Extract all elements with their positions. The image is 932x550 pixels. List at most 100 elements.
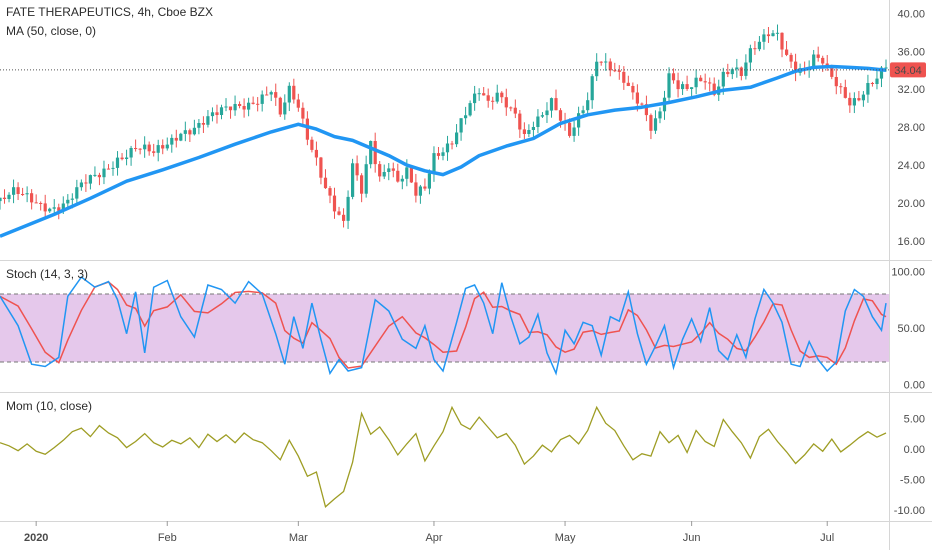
candle-body [287, 85, 291, 103]
candle-body [825, 63, 829, 66]
candle-body [445, 143, 450, 153]
time-tick-label: Mar [289, 532, 308, 544]
candle-body [369, 141, 373, 165]
candle-body [12, 187, 16, 195]
candle-body [812, 54, 816, 67]
candle-body [870, 83, 874, 84]
axis-tick-label: 50.00 [897, 323, 925, 335]
candle-body [482, 93, 486, 96]
candle-body [391, 168, 395, 171]
time-tick-label: Feb [158, 532, 177, 544]
momentum-axis: 5.00 0.00 -5.00 -10.00 [894, 413, 925, 517]
candle-body [834, 77, 838, 87]
candle-body [111, 167, 115, 169]
time-tick-label: Jul [820, 532, 834, 544]
candle-body [84, 182, 88, 184]
candle-body [170, 137, 174, 145]
candle-body [884, 67, 888, 69]
candle-body [215, 112, 219, 115]
candle-body [848, 97, 852, 106]
candle-body [775, 32, 780, 34]
candle-body [527, 130, 531, 134]
candle-body [219, 107, 224, 115]
last-price-label: 34.04 [894, 65, 922, 77]
candle-body [21, 194, 25, 195]
candle-body [712, 83, 716, 95]
candle-body [780, 32, 784, 50]
candle-body [766, 34, 771, 37]
candle-body [821, 57, 825, 64]
candle-body [30, 193, 34, 203]
axis-tick-label: 5.00 [904, 413, 925, 425]
candle-body [757, 41, 761, 50]
candle-body [174, 137, 178, 141]
candle-body [93, 174, 97, 176]
candle-body [653, 118, 658, 131]
candle-body [387, 168, 391, 172]
candle-body [328, 188, 332, 196]
candle-body [323, 177, 328, 189]
candle-body [66, 199, 70, 204]
candle-body [486, 95, 490, 101]
candle-body [423, 186, 427, 189]
momentum-panel[interactable]: Mom (10, close) 5.00 0.00 -5.00 -10.00 [0, 399, 925, 517]
candle-body [75, 187, 79, 199]
candle-body [753, 48, 757, 50]
candle-body [360, 175, 364, 194]
candle-body [260, 94, 264, 104]
candle-body [57, 207, 61, 211]
candle-body [314, 149, 318, 158]
chart-title: FATE THERAPEUTICS, 4h, Cboe BZX [6, 5, 213, 19]
candle-body [0, 197, 2, 202]
candle-body [577, 113, 581, 128]
candle-body [816, 54, 820, 58]
candle-body [125, 157, 129, 159]
axis-tick-label: -10.00 [894, 505, 925, 517]
candle-body [238, 104, 242, 106]
candle-body [491, 100, 495, 102]
candle-body [540, 115, 544, 117]
axis-tick-label: 28.00 [897, 122, 925, 134]
candle-body [210, 112, 215, 117]
candle-body [97, 174, 101, 178]
candle-body [414, 182, 418, 196]
candle-body [699, 77, 703, 82]
price-panel[interactable]: FATE THERAPEUTICS, 4h, Cboe BZX MA (50, … [0, 5, 926, 248]
candle-body [590, 76, 594, 101]
candle-body [748, 48, 752, 63]
candle-body [43, 203, 47, 212]
candle-body [622, 71, 626, 83]
candle-body [319, 157, 323, 178]
candle-body [332, 195, 337, 212]
candle-body [251, 102, 255, 104]
candle-body [274, 92, 278, 98]
candle-body [649, 115, 653, 131]
candle-body [441, 152, 445, 156]
candle-body [427, 173, 431, 189]
candle-body [613, 70, 617, 72]
candle-body [400, 178, 404, 182]
candle-body [635, 92, 639, 104]
candle-body [102, 168, 106, 178]
candle-body [436, 153, 441, 156]
candle-body [342, 214, 346, 221]
candle-body [522, 129, 526, 134]
candle-body [459, 118, 463, 133]
price-axis: 40.00 36.00 32.00 28.00 24.00 20.00 16.00 [897, 8, 925, 247]
candle-body [52, 207, 56, 209]
candle-body [156, 145, 160, 153]
candle-body [201, 123, 205, 125]
candle-body [364, 164, 368, 194]
candle-body [197, 123, 201, 128]
candle-body [39, 203, 43, 204]
candle-body [681, 84, 685, 90]
candle-body [147, 144, 151, 152]
time-tick-label: May [555, 532, 576, 544]
stochastic-panel[interactable]: Stoch (14, 3, 3) 100.00 50.00 0.00 [0, 266, 925, 392]
candle-body [703, 81, 707, 83]
candle-body [228, 106, 233, 111]
candle-body [337, 211, 341, 215]
candle-body [586, 100, 590, 111]
candle-body [708, 82, 712, 84]
